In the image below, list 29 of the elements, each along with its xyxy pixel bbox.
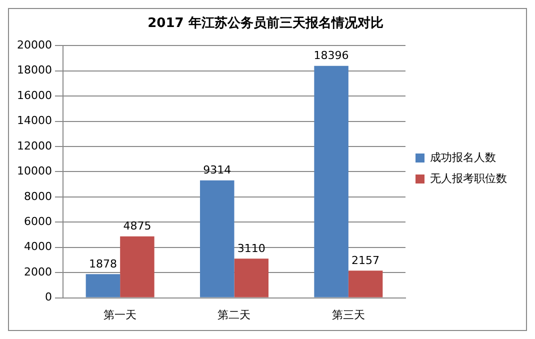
data-label: 9314 [203,164,232,177]
data-label: 3110 [237,242,266,255]
y-tick-label: 12000 [16,139,52,152]
y-tick-label: 14000 [16,114,52,128]
bar [120,236,154,298]
bar [234,258,268,298]
data-label: 4875 [123,220,152,233]
legend-label: 无人报考职位数 [430,172,507,185]
data-label: 1878 [88,257,117,270]
legend-label: 成功报名人数 [430,150,496,164]
y-tick-label: 2000 [24,265,52,278]
data-label: 18396 [314,49,349,62]
y-tick-label: 10000 [16,164,52,178]
y-tick-label: 16000 [16,88,52,102]
y-tick-label: 8000 [24,190,52,203]
y-tick-label: 20000 [16,38,52,52]
chart-title: 2017 年江苏公务员前三天报名情况对比 [148,16,384,32]
bar [348,270,383,298]
bar [86,274,120,298]
data-label: 2157 [352,254,380,267]
y-tick-label: 4000 [24,240,52,254]
bar [200,180,234,298]
x-tick-label: 第一天 [104,308,137,322]
bar [314,66,348,298]
x-tick-label: 第三天 [332,308,365,322]
y-tick-label: 6000 [24,215,52,228]
y-tick-label: 18000 [16,64,52,77]
x-tick-label: 第二天 [218,308,251,322]
y-tick-label: 0 [44,290,52,304]
